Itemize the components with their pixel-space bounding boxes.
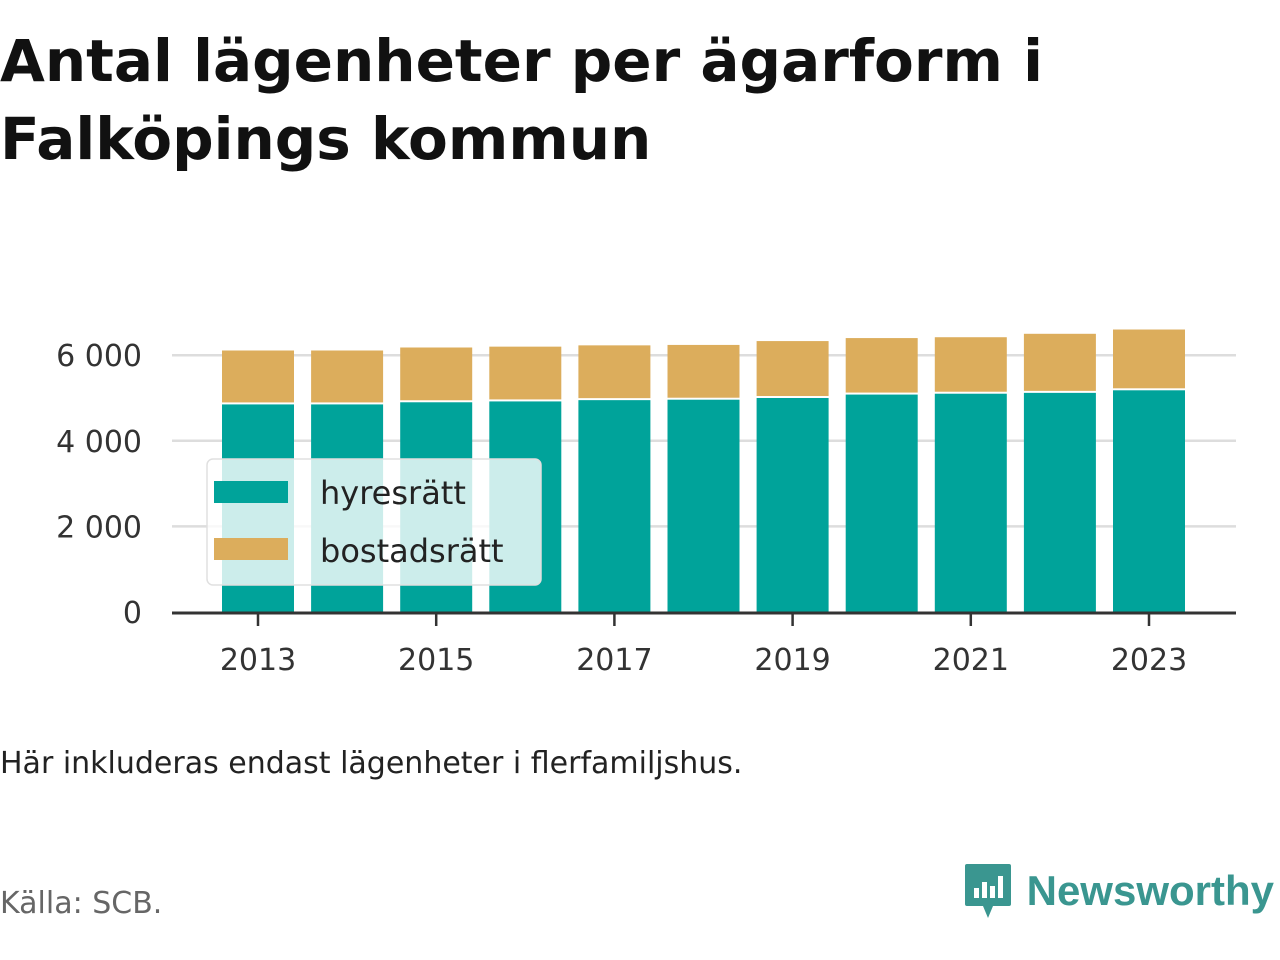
legend-swatch-bostadsratt	[214, 538, 288, 560]
x-tick-label: 2013	[220, 643, 296, 678]
bar-bostadsratt-2022	[1023, 333, 1096, 391]
bar-chart: 0 2 000 4 000 6 000 2013 2015 2017 2019 2021 202…	[56, 329, 1236, 678]
bar-bostadsratt-2020	[845, 338, 918, 393]
bar-hyresratt-2018	[667, 399, 740, 612]
y-tick-label: 0	[123, 596, 142, 631]
x-tick-label: 2017	[576, 643, 652, 678]
x-tick-label: 2023	[1111, 643, 1187, 678]
legend-label-bostadsratt: bostadsrätt	[320, 532, 504, 570]
bar-hyresratt-2019	[756, 398, 829, 612]
bar-bostadsratt-2021	[934, 337, 1007, 392]
y-tick-label: 2 000	[56, 510, 142, 545]
x-axis-ticks: 2013 2015 2017 2019 2021 2023	[220, 613, 1187, 678]
legend-box	[206, 458, 542, 586]
bar-hyresratt-2023	[1113, 390, 1185, 612]
y-axis-labels: 0 2 000 4 000 6 000	[56, 339, 142, 631]
bar-hyresratt-2022	[1023, 392, 1096, 612]
bar-bostadsratt-2015	[400, 347, 473, 401]
bar-bostadsratt-2016	[489, 346, 562, 400]
newsworthy-logo-icon	[964, 864, 1011, 918]
x-tick-label: 2021	[933, 643, 1009, 678]
bar-hyresratt-2017	[578, 400, 651, 612]
legend: hyresrätt bostadsrätt	[206, 458, 542, 586]
bar-bostadsratt-2017	[578, 345, 651, 399]
bar-bostadsratt-2019	[756, 341, 829, 396]
x-tick-label: 2015	[398, 643, 474, 678]
bar-bostadsratt-2018	[667, 344, 740, 398]
bar-bostadsratt-2014	[311, 350, 384, 403]
legend-swatch-hyresratt	[214, 481, 288, 503]
bar-bostadsratt-2013	[222, 350, 294, 403]
brand-name: Newsworthy	[1026, 867, 1274, 914]
footnote: Här inkluderas endast lägenheter i flerf…	[0, 746, 743, 781]
source-credit: Källa: SCB.	[0, 886, 163, 921]
y-tick-label: 6 000	[56, 339, 142, 374]
x-tick-label: 2019	[754, 643, 830, 678]
bar-hyresratt-2021	[934, 393, 1007, 612]
chart-title: Antal lägenheter per ägarform i Falköpin…	[0, 27, 1044, 173]
bar-bostadsratt-2023	[1113, 329, 1185, 389]
brand-logo: Newsworthy	[963, 862, 1274, 920]
y-tick-label: 4 000	[56, 425, 142, 460]
legend-label-hyresratt: hyresrätt	[320, 474, 466, 512]
bar-hyresratt-2020	[845, 394, 918, 612]
